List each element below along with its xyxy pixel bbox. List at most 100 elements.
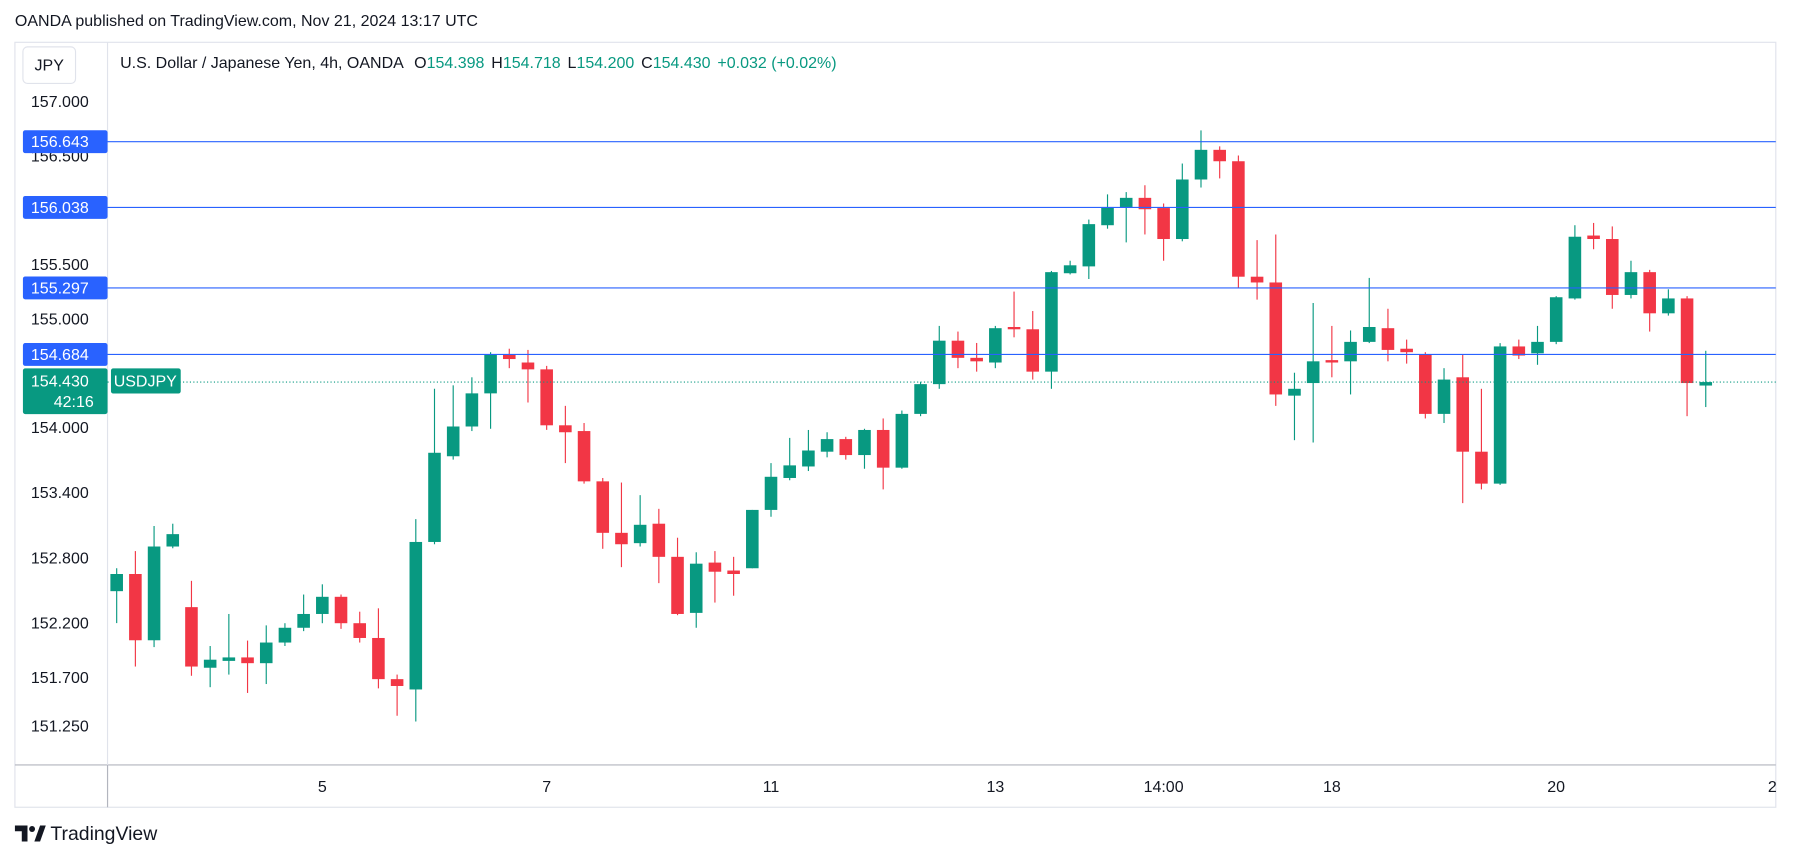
x-tick-label: 11 xyxy=(763,779,780,796)
candle-body xyxy=(1063,265,1077,274)
candle-body xyxy=(708,562,722,572)
candle-body xyxy=(596,481,610,533)
candle-body xyxy=(1587,235,1600,240)
ohlc-value: 154.200 xyxy=(576,55,634,72)
ohlc-label: L xyxy=(568,55,577,72)
y-tick-label: 157.000 xyxy=(31,94,89,111)
candle-body xyxy=(1419,354,1432,414)
candle-body xyxy=(914,384,927,414)
candle-body xyxy=(970,357,983,362)
candle-body xyxy=(428,452,441,542)
candle-body xyxy=(1362,326,1376,342)
candle-body xyxy=(185,607,198,667)
candle-body xyxy=(129,573,142,641)
candle-body xyxy=(1624,272,1638,295)
candle-body xyxy=(1643,272,1656,314)
chart-frame xyxy=(14,41,1777,808)
candle-body xyxy=(1082,224,1096,267)
candle-body xyxy=(502,354,516,360)
candle-body xyxy=(409,541,423,690)
candle-body xyxy=(1605,239,1619,295)
last-price-tag xyxy=(22,368,108,415)
currency-box[interactable] xyxy=(22,46,77,85)
candle-body xyxy=(1157,208,1170,240)
x-tick-label: 18 xyxy=(1323,779,1341,796)
x-tick-label: 7 xyxy=(542,779,551,796)
candle-body xyxy=(764,476,778,510)
symbol-label: USDJPY xyxy=(114,373,177,390)
candle-body xyxy=(1531,341,1544,354)
candle-body xyxy=(783,465,796,478)
candle-body xyxy=(147,546,161,641)
candle-body xyxy=(1213,149,1226,162)
y-tick-label: 152.800 xyxy=(31,550,89,567)
candle-body xyxy=(652,523,666,557)
ohlc-label: C xyxy=(641,55,653,72)
candle-body xyxy=(1549,297,1563,342)
price-line-label: 156.038 xyxy=(31,200,89,217)
candle-body xyxy=(1475,451,1488,484)
price-change: +0.032 (+0.02%) xyxy=(717,55,836,72)
last-price-label: 154.430 xyxy=(31,373,89,390)
candle-body xyxy=(671,556,684,614)
candle-body xyxy=(577,431,591,482)
candle-body xyxy=(1512,346,1526,356)
candle-body xyxy=(297,613,310,628)
brand-name: TradingView xyxy=(50,823,158,845)
candle-body xyxy=(839,439,853,456)
candle-body xyxy=(484,354,497,394)
price-line-tag xyxy=(22,130,108,154)
candle-body xyxy=(1176,179,1189,240)
candle-body xyxy=(1400,348,1413,353)
candle-body xyxy=(1306,361,1320,384)
candle-body xyxy=(1119,197,1133,207)
candle-body xyxy=(222,657,236,661)
candle-body xyxy=(1344,341,1357,362)
ohlc-value: 154.430 xyxy=(653,55,711,72)
y-tick-label: 155.500 xyxy=(31,257,89,274)
candle-body xyxy=(1456,377,1470,452)
candle-body xyxy=(446,426,460,457)
x-tick-label: 20 xyxy=(1547,779,1565,796)
candle-body xyxy=(316,596,329,614)
candle-body xyxy=(110,573,123,592)
candle-body xyxy=(278,627,292,643)
y-tick-label: 153.400 xyxy=(31,485,89,502)
ohlc-label: O xyxy=(414,55,426,72)
candle-body xyxy=(372,637,385,680)
candle-body xyxy=(615,532,628,545)
candle-body xyxy=(951,340,965,358)
candle-body xyxy=(1101,206,1114,226)
candle-body xyxy=(802,450,815,467)
price-line-tag xyxy=(22,276,108,300)
price-line-label: 154.684 xyxy=(31,347,89,364)
candle-body xyxy=(241,657,254,664)
chart-title: U.S. Dollar / Japanese Yen, 4h, OANDA xyxy=(120,55,404,72)
candle-body xyxy=(895,413,909,468)
x-tick-label: 5 xyxy=(318,779,327,796)
symbol-tag xyxy=(110,368,181,394)
candle-body xyxy=(559,425,572,433)
price-line-tag xyxy=(22,343,108,366)
candle-body xyxy=(334,596,348,624)
ohlc-label: H xyxy=(491,55,503,72)
candle-body xyxy=(1325,360,1339,363)
candle-body xyxy=(1288,388,1301,396)
candle-body xyxy=(1045,272,1058,372)
candle-body xyxy=(876,429,890,468)
candle-body xyxy=(1194,149,1208,180)
candle-body xyxy=(932,340,946,385)
candle-body xyxy=(1699,382,1713,386)
candle-body xyxy=(521,362,535,370)
candle-body xyxy=(203,659,217,668)
candle-body xyxy=(1493,346,1507,484)
price-line-tag xyxy=(22,195,108,219)
x-tick-label: 2 xyxy=(1768,779,1777,796)
brand-logo xyxy=(14,825,46,842)
y-tick-label: 155.000 xyxy=(31,311,89,328)
y-tick-label: 151.700 xyxy=(31,670,89,687)
x-tick-label: 13 xyxy=(986,779,1004,796)
candle-body xyxy=(727,570,740,574)
candle-body xyxy=(1381,328,1395,350)
candle-body xyxy=(540,369,553,426)
